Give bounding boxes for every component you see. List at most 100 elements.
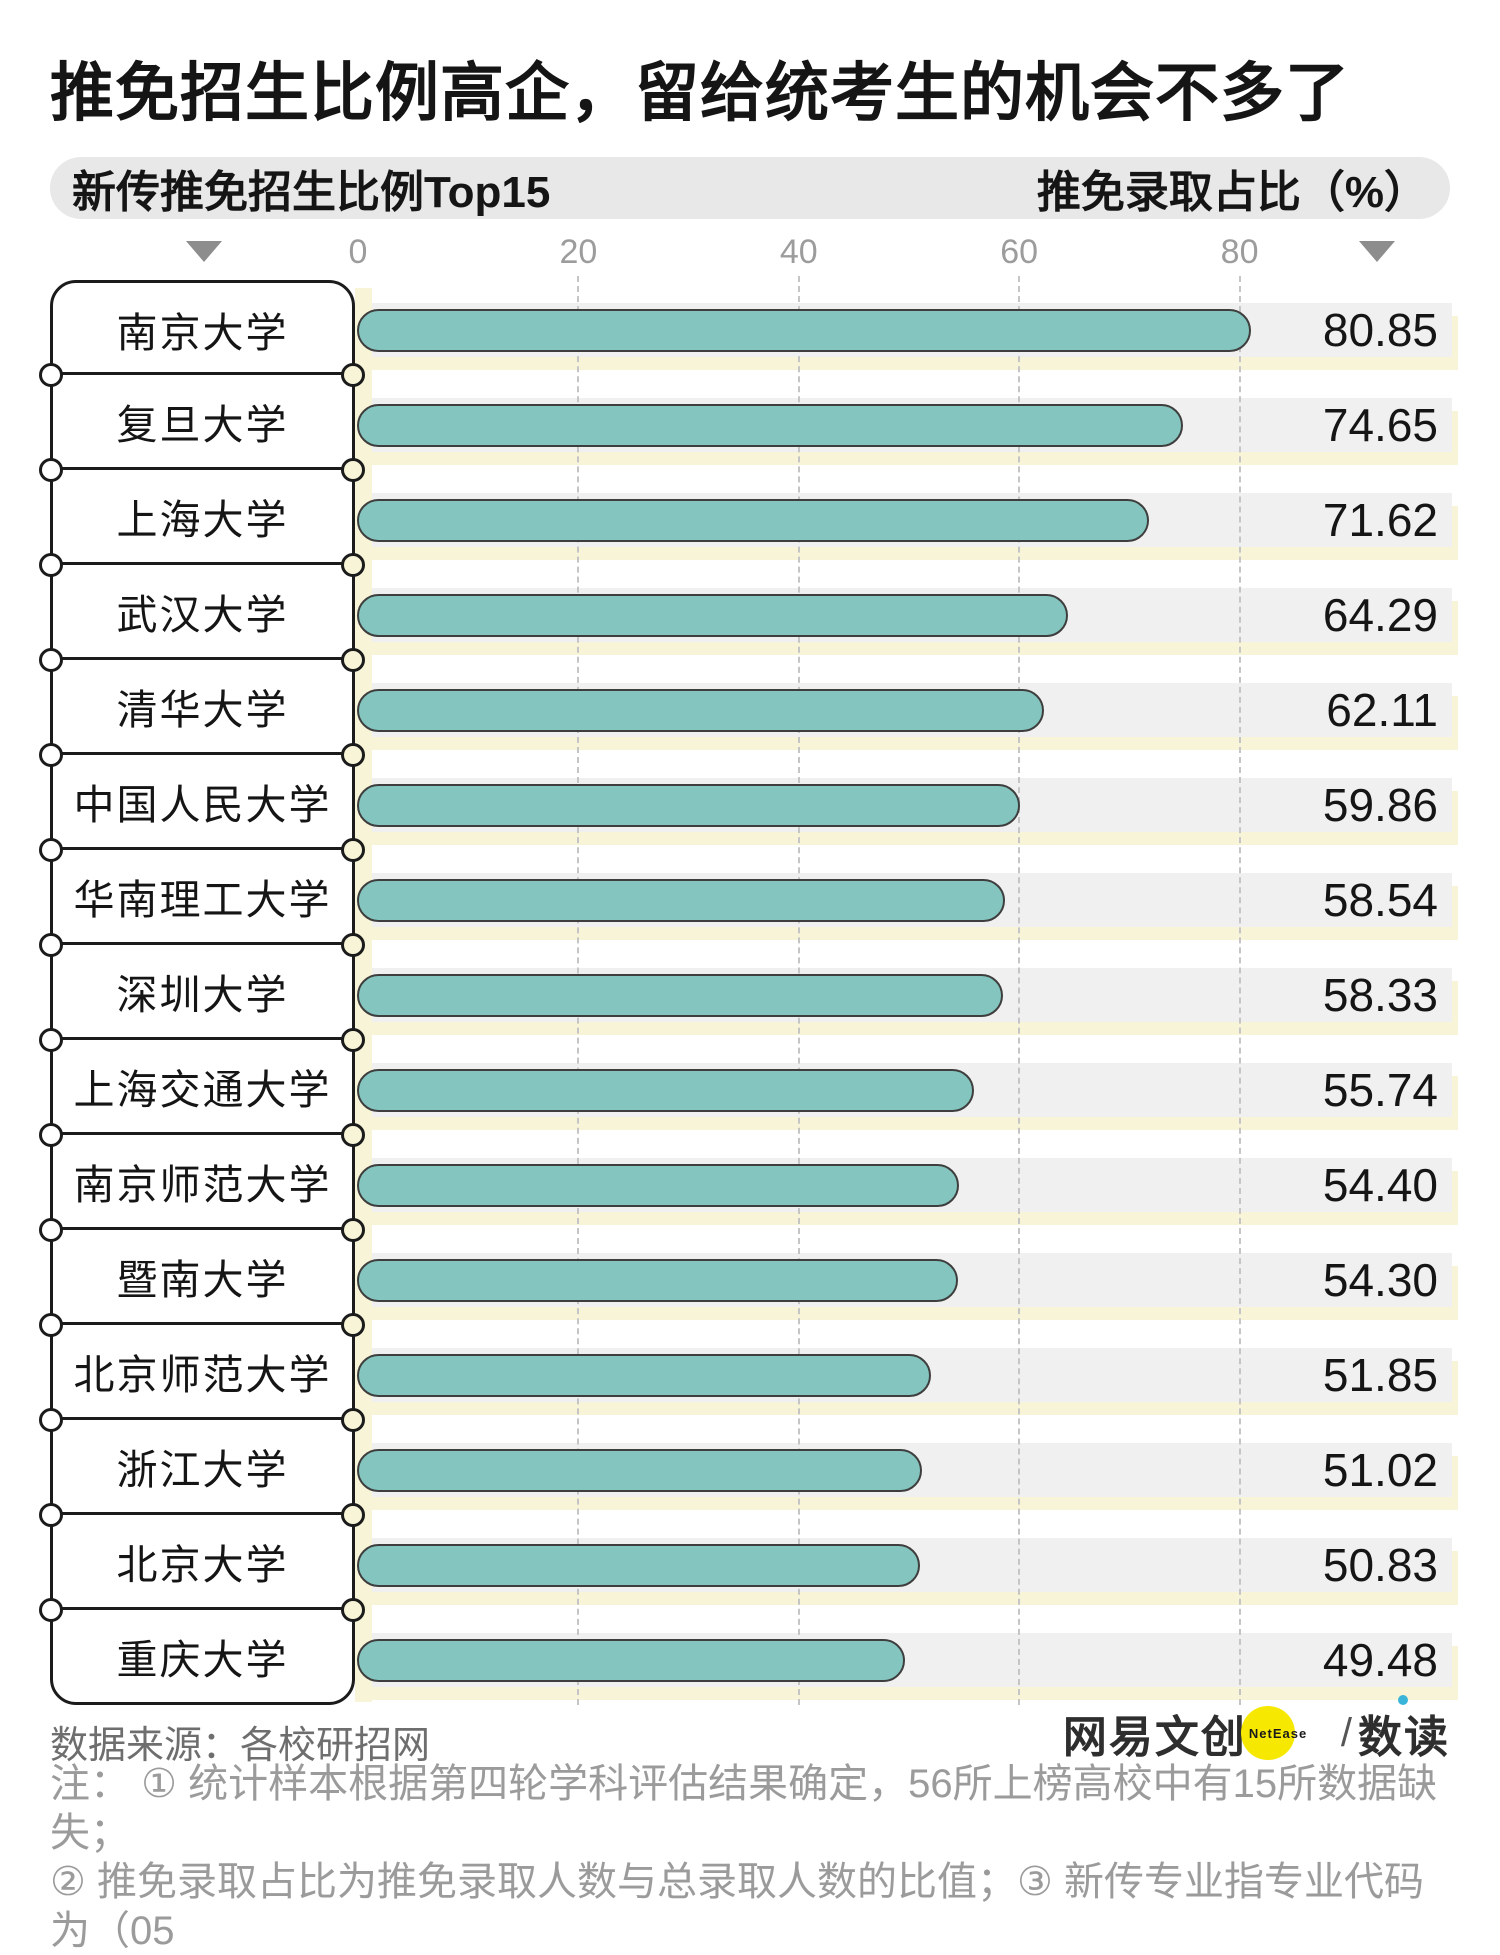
logo-netease-text: NetEase — [1248, 1726, 1308, 1741]
bar — [357, 1354, 932, 1397]
chart-row: 62.11 清华大学 — [0, 648, 1500, 755]
logo-subbrand-label: 数读 — [1358, 1713, 1450, 1762]
gridline — [1018, 276, 1021, 1705]
junction-notch-icon — [39, 1028, 63, 1052]
chart-row: 50.83 北京大学 — [0, 1503, 1500, 1610]
chart-header-band: 新传推免招生比例Top15 推免录取占比（%） — [50, 157, 1450, 219]
junction-notch-icon — [341, 553, 365, 577]
bar — [357, 1069, 975, 1112]
category-label-box: 南京师范大学 — [50, 1132, 355, 1230]
chart-row: 64.29 武汉大学 — [0, 553, 1500, 660]
logo-subbrand-text: 数读 — [1358, 1695, 1450, 1765]
value-label: 51.02 — [1322, 1444, 1438, 1496]
logo-separator: / — [1340, 1710, 1352, 1755]
chart-row: 58.33 深圳大学 — [0, 933, 1500, 1040]
x-tick-label: 0 — [348, 233, 368, 271]
value-label: 51.85 — [1322, 1349, 1438, 1401]
value-label: 55.74 — [1322, 1064, 1438, 1116]
junction-notch-icon — [39, 363, 63, 387]
chart-row: 54.40 南京师范大学 — [0, 1123, 1500, 1230]
junction-notch-icon — [341, 363, 365, 387]
logo-brand-text: 网易文创 — [1062, 1713, 1247, 1762]
category-label-box: 北京师范大学 — [50, 1322, 355, 1420]
junction-notch-icon — [341, 1313, 365, 1337]
chart-row: 51.02 浙江大学 — [0, 1408, 1500, 1515]
value-label: 64.29 — [1322, 589, 1438, 641]
category-label-box: 南京大学 — [50, 280, 355, 378]
junction-notch-icon — [39, 743, 63, 767]
junction-notch-icon — [39, 1408, 63, 1432]
footnote-line: 注： ① 统计样本根据第四轮学科评估结果确定，56所上榜高校中有15所数据缺失； — [50, 1762, 1438, 1855]
junction-notch-icon — [39, 1503, 63, 1527]
yellow-circle-icon — [1240, 1706, 1295, 1760]
junction-notch-icon — [341, 1218, 365, 1242]
chart-row: 80.85 南京大学 — [0, 280, 1500, 378]
value-label: 54.40 — [1322, 1159, 1438, 1211]
category-label-box: 上海大学 — [50, 467, 355, 565]
value-axis-label: 推免录取占比（%） — [1036, 168, 1428, 217]
x-tick-label: 40 — [779, 233, 818, 271]
category-label-box: 中国人民大学 — [50, 752, 355, 850]
category-label-box: 华南理工大学 — [50, 847, 355, 945]
bar — [357, 499, 1150, 542]
value-label: 54.30 — [1322, 1254, 1438, 1306]
junction-notch-icon — [39, 1218, 63, 1242]
bar — [357, 1259, 959, 1302]
junction-notch-icon — [39, 553, 63, 577]
junction-notch-icon — [341, 838, 365, 862]
value-label: 50.83 — [1322, 1539, 1438, 1591]
data-source: 数据来源：各校研招网 — [50, 1725, 431, 1767]
sort-triangle-right-icon — [1359, 241, 1395, 262]
category-label-box: 浙江大学 — [50, 1417, 355, 1515]
chart-row: 49.48 重庆大学 — [0, 1598, 1500, 1705]
page-title: 推免招生比例高企，留给统考生的机会不多了 — [50, 57, 1350, 129]
footnotes: 注： ① 统计样本根据第四轮学科评估结果确定，56所上榜高校中有15所数据缺失；… — [50, 1760, 1454, 1955]
junction-notch-icon — [39, 1598, 63, 1622]
chart-row: 55.74 上海交通大学 — [0, 1028, 1500, 1135]
bar — [357, 594, 1069, 637]
gridline — [1238, 276, 1241, 1705]
junction-notch-icon — [341, 648, 365, 672]
category-label-box: 深圳大学 — [50, 942, 355, 1040]
junction-notch-icon — [39, 1123, 63, 1147]
junction-notch-icon — [341, 1123, 365, 1147]
value-label: 59.86 — [1322, 779, 1438, 831]
category-label-box: 清华大学 — [50, 657, 355, 755]
bar — [357, 879, 1006, 922]
bar — [357, 689, 1045, 732]
value-label: 58.33 — [1322, 969, 1438, 1021]
chart-row: 59.86 中国人民大学 — [0, 743, 1500, 850]
junction-notch-icon — [39, 458, 63, 482]
bar — [357, 1449, 923, 1492]
x-tick-label: 80 — [1220, 233, 1259, 271]
junction-notch-icon — [341, 1598, 365, 1622]
value-label: 74.65 — [1322, 399, 1438, 451]
chart-title: 新传推免招生比例Top15 — [72, 168, 551, 217]
value-label: 71.62 — [1322, 494, 1438, 546]
footnote-line: ② 推免录取占比为推免录取人数与总录取人数的比值；③ 新传专业指专业代码为（05 — [50, 1860, 1424, 1953]
chart-row: 58.54 华南理工大学 — [0, 838, 1500, 945]
value-label: 80.85 — [1322, 304, 1438, 356]
junction-notch-icon — [341, 458, 365, 482]
junction-notch-icon — [39, 838, 63, 862]
category-label-box: 重庆大学 — [50, 1607, 355, 1705]
category-label-box: 复旦大学 — [50, 372, 355, 470]
sort-triangle-left-icon — [186, 241, 222, 262]
bar — [357, 1164, 960, 1207]
junction-notch-icon — [341, 743, 365, 767]
x-tick-label: 20 — [559, 233, 598, 271]
x-tick-label: 60 — [1000, 233, 1039, 271]
chart-row: 54.30 暨南大学 — [0, 1218, 1500, 1325]
bar — [357, 1639, 906, 1682]
bar — [357, 1544, 921, 1587]
value-label: 58.54 — [1322, 874, 1438, 926]
bar — [357, 784, 1020, 827]
logo-badge: NetEase — [1240, 1704, 1341, 1762]
junction-notch-icon — [341, 1503, 365, 1527]
value-label: 62.11 — [1326, 684, 1438, 736]
category-label-box: 北京大学 — [50, 1512, 355, 1610]
category-label-box: 上海交通大学 — [50, 1037, 355, 1135]
bar — [357, 404, 1183, 447]
bar — [357, 974, 1003, 1017]
